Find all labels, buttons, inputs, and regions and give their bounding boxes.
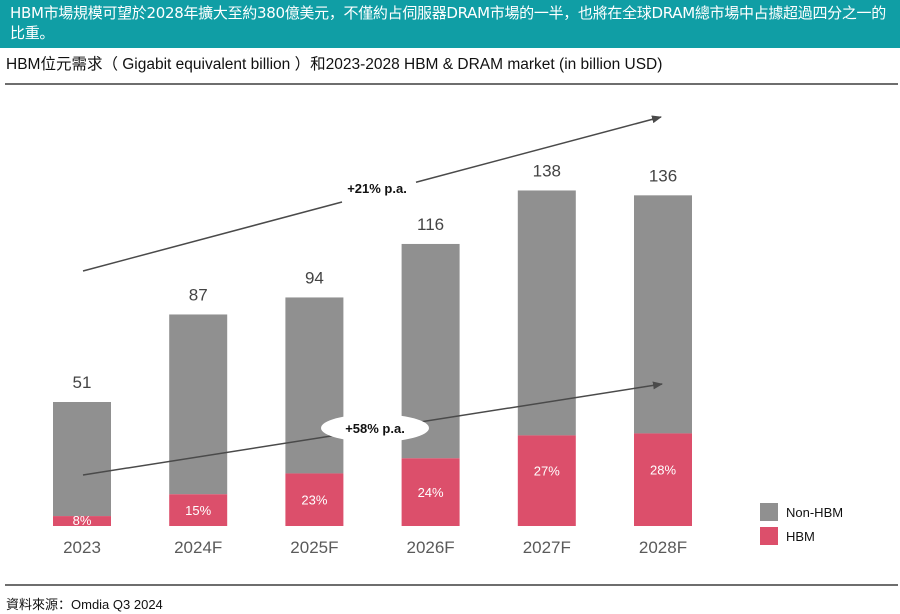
hbm-share-label: 24%: [418, 485, 444, 500]
cagr-total-label: +21% p.a.: [347, 181, 407, 196]
x-tick-label: 2025F: [290, 538, 338, 557]
total-value-label: 87: [189, 285, 208, 304]
x-tick-label: 2023: [63, 538, 101, 557]
x-tick-label: 2024F: [174, 538, 222, 557]
headline-banner: HBM市場規模可望於2028年擴大至約380億美元，不僅約占伺服器DRAM市場的…: [0, 0, 900, 48]
x-tick-label: 2028F: [639, 538, 687, 557]
hbm-share-label: 28%: [650, 463, 676, 478]
bar-hbm: [517, 435, 576, 526]
bar-hbm: [169, 494, 228, 526]
legend-swatch: [760, 503, 778, 521]
hbm-share-label: 8%: [73, 513, 92, 528]
hbm-share-label: 23%: [301, 493, 327, 508]
bar-hbm: [634, 433, 692, 526]
total-value-label: 94: [305, 268, 324, 287]
top-divider: [5, 83, 898, 85]
headline-text: HBM市場規模可望於2028年擴大至約380億美元，不僅約占伺服器DRAM市場的…: [10, 4, 886, 42]
x-tick-label: 2027F: [523, 538, 571, 557]
hbm-share-label: 27%: [534, 464, 560, 479]
total-value-label: 136: [649, 166, 677, 185]
source-note: 資料來源：Omdia Q3 2024: [6, 597, 163, 612]
cagr-hbm-label: +58% p.a.: [345, 421, 405, 436]
legend-label: Non-HBM: [786, 505, 843, 520]
hbm-share-label: 15%: [185, 503, 211, 518]
bar-non-hbm: [53, 402, 111, 517]
legend-label: HBM: [786, 529, 815, 544]
cagr-hbm-label-bubble: [321, 414, 429, 442]
bar-hbm: [53, 516, 111, 526]
chart-title: HBM位元需求（ Gigabit equivalent billion ）和20…: [6, 56, 663, 73]
bar-hbm: [285, 473, 344, 526]
bar-non-hbm: [517, 190, 576, 436]
total-value-label: 51: [73, 373, 92, 392]
bar-hbm: [401, 458, 460, 526]
bottom-divider: [5, 584, 898, 586]
bar-non-hbm: [169, 314, 228, 495]
bar-non-hbm: [634, 195, 692, 434]
cagr-total-arrow-line: [82, 201, 343, 272]
bar-non-hbm: [285, 297, 344, 474]
total-value-label: 138: [533, 161, 561, 180]
legend-swatch: [760, 527, 778, 545]
total-value-label: 116: [417, 215, 444, 234]
cagr-total-arrow: [415, 115, 662, 184]
x-tick-label: 2026F: [406, 538, 454, 557]
